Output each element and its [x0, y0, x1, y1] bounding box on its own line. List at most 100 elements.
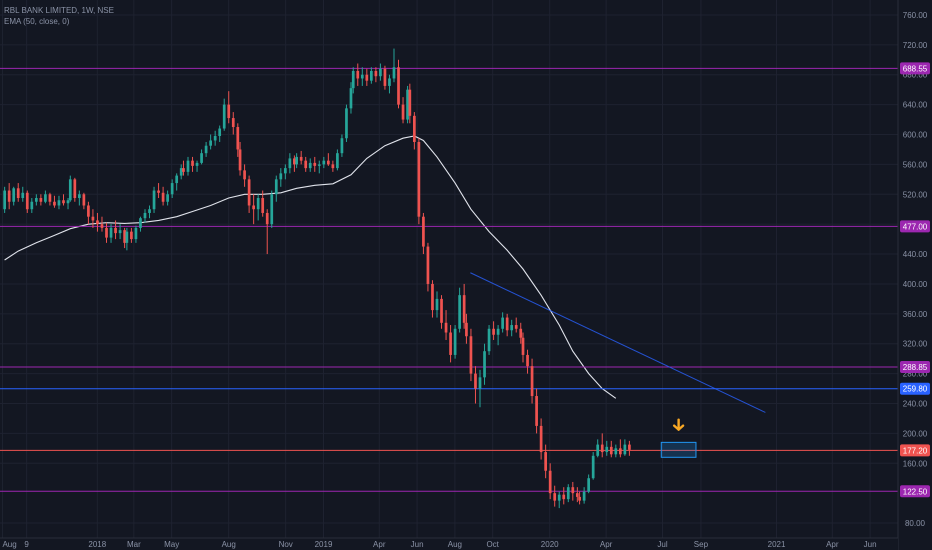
candle-body-131: [575, 493, 579, 497]
candle-124: [544, 444, 547, 479]
candle-65: [288, 153, 292, 174]
candle-96: [422, 212, 425, 255]
candle-body-17: [77, 194, 81, 199]
candle-122: [535, 388, 538, 434]
candle-130: [571, 481, 575, 501]
x-tick-label-13: Apr: [600, 540, 613, 549]
candle-7: [34, 194, 38, 206]
chart-legend: RBL BANK LIMITED, 1W, NSE EMA (50, close…: [4, 5, 114, 27]
candle-86: [379, 63, 382, 81]
candle-body-87: [383, 68, 387, 86]
candle-body-77: [340, 138, 344, 154]
candle-22: [100, 216, 104, 232]
candle-85: [374, 67, 378, 83]
candle-19: [87, 201, 90, 225]
level-tag-bg-5: [900, 485, 930, 498]
candle-34: [152, 186, 156, 213]
candle-74: [326, 153, 330, 166]
candle-54: [238, 141, 242, 176]
trendline: [470, 272, 766, 413]
candle-body-107: [469, 336, 473, 374]
consolidation-box[interactable]: [660, 441, 697, 458]
horizontal-levels: [0, 67, 898, 492]
x-tick-label-12: 2020: [541, 540, 559, 549]
price-axis[interactable]: [898, 0, 932, 550]
candle-103: [453, 325, 457, 359]
candle-59: [261, 190, 265, 217]
candle-body-119: [521, 337, 525, 355]
candle-1: [7, 183, 11, 210]
candle-body-133: [582, 491, 586, 501]
candle-body-114: [501, 317, 504, 329]
candle-body-58: [256, 198, 260, 210]
descending-trendline[interactable]: [470, 272, 766, 413]
candle-body-61: [270, 194, 274, 225]
candle-128: [562, 487, 566, 505]
candle-0: [3, 186, 7, 213]
candle-body-51: [227, 104, 231, 119]
candle-5: [25, 190, 29, 213]
candle-91: [401, 97, 405, 124]
y-tick-label-12: 600.00: [903, 131, 928, 140]
candle-73: [322, 156, 326, 169]
candle-body-72: [317, 164, 321, 166]
candle-body-40: [179, 168, 183, 176]
x-tick-label-4: May: [164, 540, 179, 549]
candle-body-106: [465, 322, 468, 337]
candle-71: [313, 156, 317, 172]
candle-body-11: [53, 201, 56, 206]
candle-body-102: [449, 332, 452, 355]
x-tick-label-10: Aug: [448, 540, 462, 549]
candle-51: [227, 91, 231, 124]
candle-98: [431, 280, 434, 318]
time-axis[interactable]: [0, 538, 898, 550]
candle-141: [618, 439, 622, 458]
candle-3: [16, 183, 20, 202]
candle-31: [139, 216, 142, 232]
candle-body-28: [125, 231, 129, 243]
candle-15: [68, 175, 72, 202]
candle-20: [91, 209, 95, 228]
candle-10: [48, 192, 52, 206]
candle-body-62: [274, 179, 278, 195]
candle-body-4: [21, 192, 25, 199]
candle-95: [417, 138, 421, 225]
down-arrow-icon[interactable]: [672, 418, 685, 431]
level-price-tag-5: 122.50: [900, 485, 930, 498]
candle-body-6: [30, 201, 34, 210]
candle-63: [279, 168, 283, 187]
level-price-tag-0: 688.55: [900, 62, 930, 75]
candle-body-127: [557, 494, 561, 501]
candle-body-120: [526, 354, 529, 367]
x-tick-label-5: Aug: [222, 540, 236, 549]
y-tick-label-14: 680.00: [903, 71, 928, 80]
candle-35: [157, 183, 160, 199]
y-tick-label-6: 360.00: [903, 310, 928, 319]
candle-body-47: [209, 140, 212, 146]
ema-line: [4, 135, 617, 399]
candle-61: [270, 190, 274, 228]
candle-body-124: [544, 452, 547, 471]
candle-body-85: [374, 70, 378, 77]
x-tick-label-17: Apr: [826, 540, 839, 549]
candle-77: [340, 134, 344, 157]
candle-body-89: [392, 67, 396, 79]
y-tick-label-16: 760.00: [903, 11, 928, 20]
candle-body-82: [360, 74, 364, 79]
candle-body-20: [91, 216, 95, 221]
candle-68: [299, 150, 303, 165]
candle-45: [200, 149, 203, 165]
candle-6: [30, 198, 34, 213]
candle-11: [53, 195, 56, 208]
candle-body-63: [279, 173, 283, 180]
candle-24: [109, 224, 113, 243]
candle-131: [575, 487, 579, 503]
candle-body-104: [458, 295, 461, 329]
candle-body-138: [605, 446, 609, 453]
candle-106: [465, 313, 468, 344]
candle-25: [114, 220, 117, 240]
x-tick-label-8: Apr: [373, 540, 386, 549]
candle-137: [600, 433, 604, 458]
level-tag-text-4: 177.20: [903, 446, 928, 455]
